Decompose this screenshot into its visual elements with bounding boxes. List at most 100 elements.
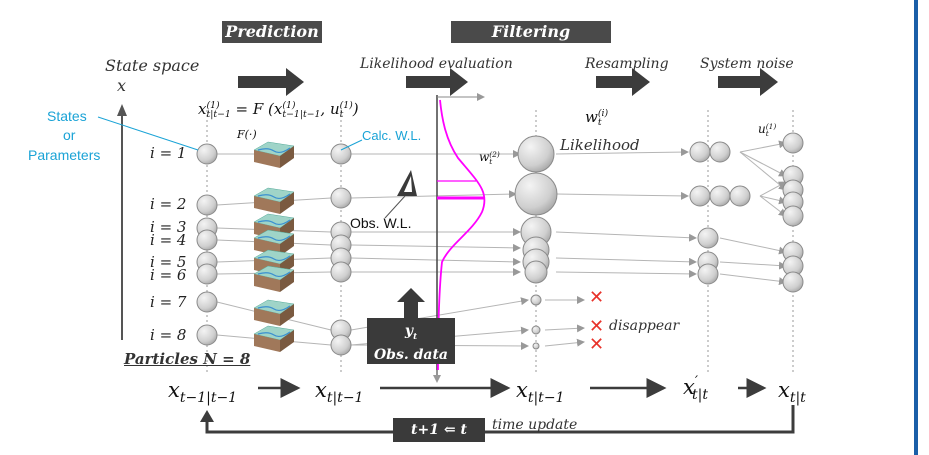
- particle: [782, 132, 804, 154]
- w2-w: w: [479, 150, 490, 164]
- particle-label-3: i = 3: [150, 218, 187, 236]
- calc-wl-label: Calc. W.L.: [362, 128, 422, 143]
- eq-arg2-sub: t: [339, 109, 344, 120]
- particle: [196, 194, 218, 216]
- states-label: States: [47, 108, 87, 124]
- particle: [532, 342, 540, 350]
- particles-col5: [782, 132, 804, 293]
- time-step-box: t+1 ⇐ t: [393, 418, 485, 442]
- eq-arg2: u: [329, 100, 340, 118]
- particle: [196, 229, 218, 251]
- weight-2-label: w (2) t: [479, 150, 500, 165]
- particle: [530, 294, 542, 306]
- particle: [689, 141, 711, 163]
- particle-label-5: i = 5: [150, 253, 187, 271]
- particle: [517, 135, 555, 173]
- map-terrain-icon: [253, 141, 295, 352]
- eq-arg1: x: [273, 100, 283, 118]
- wi-w: w: [585, 108, 598, 126]
- system-noise-label: System noise: [700, 56, 794, 72]
- eq-arg2-sup: (1): [339, 100, 353, 111]
- state-predicted: xt|t−1: [315, 378, 364, 407]
- u-sup: (1): [765, 121, 777, 131]
- particle: [697, 227, 719, 249]
- particle: [729, 185, 751, 207]
- particle: [709, 185, 731, 207]
- particle: [196, 324, 218, 346]
- x-mark-icon: ✕: [589, 334, 605, 355]
- time-update-label: time update: [492, 417, 578, 433]
- x-mark-icon: ✕: [589, 287, 605, 308]
- disappear-label: disappear: [609, 318, 680, 334]
- particle: [524, 260, 548, 284]
- particle: [196, 291, 218, 313]
- likelihood-evaluation-label: Likelihood evaluation: [360, 56, 513, 72]
- particle: [531, 325, 541, 335]
- stage-arrows: [238, 68, 778, 96]
- particle-label-7: i = 7: [150, 293, 187, 311]
- observation-sensor-icon: [384, 170, 417, 219]
- particle: [330, 143, 352, 165]
- states-pointer: [97, 116, 199, 151]
- state-resampled: x′t|t: [683, 374, 708, 404]
- particle: [330, 261, 352, 283]
- or-label: or: [63, 127, 76, 143]
- eq-equals: = F (: [230, 100, 274, 118]
- particle: [697, 263, 719, 285]
- particles-col3: [514, 135, 558, 350]
- noise-label: u (1) t: [758, 122, 776, 137]
- obs-y: yt: [404, 323, 418, 342]
- particle: [196, 143, 218, 165]
- obs-up-arrow: [397, 288, 425, 318]
- particle: [689, 185, 711, 207]
- w2-sup: (2): [489, 149, 500, 159]
- time-update-arrowhead: [200, 410, 214, 422]
- eq-comma: ,: [320, 100, 330, 118]
- particles-col4: [689, 141, 751, 285]
- particle: [782, 205, 804, 227]
- state-weighted: xt|t−1: [516, 378, 565, 407]
- state-space-label: State space: [105, 56, 200, 75]
- particle-label-2: i = 2: [150, 195, 187, 213]
- likelihood-curve: [437, 99, 486, 371]
- eq-lhs-sup: (1): [206, 100, 220, 111]
- x-mark-icon: ✕: [589, 316, 605, 337]
- particle: [330, 187, 352, 209]
- u-u: u: [758, 122, 766, 136]
- time-update-loop: [205, 405, 795, 434]
- particle-label-4: i = 4: [150, 231, 187, 249]
- weight-i-label: w (i) t: [585, 108, 608, 127]
- u-sub: t: [765, 128, 769, 138]
- axis-x-label: x: [117, 76, 127, 95]
- obs-data-text: Obs. data: [373, 346, 448, 363]
- parameters-label: Parameters: [28, 147, 101, 163]
- calc-wl-pointer: [340, 139, 363, 151]
- particle: [330, 334, 352, 356]
- prediction-equation: x (1) t|t−1 = F (x (1) t−1|t−1, u (1) t): [198, 100, 359, 119]
- state-filtered: xt|t: [778, 378, 806, 407]
- particle: [196, 263, 218, 285]
- particle: [709, 141, 731, 163]
- wi-sub: t: [597, 117, 602, 128]
- resampling-label: Resampling: [585, 56, 669, 72]
- particles-col1: [196, 143, 218, 346]
- prediction-header: Prediction: [222, 21, 322, 43]
- particles-col2: [330, 143, 352, 356]
- obs-data-box: yt Obs. data: [367, 318, 455, 364]
- particle: [514, 172, 558, 216]
- filtering-header: Filtering: [451, 21, 611, 43]
- w2-sub: t: [489, 156, 493, 166]
- particle-label-8: i = 8: [150, 326, 187, 344]
- wi-sup: (i): [597, 108, 609, 119]
- eq-close: ): [352, 100, 359, 118]
- state-axis-arrowhead: [117, 104, 127, 116]
- particle-label-6: i = 6: [150, 266, 187, 284]
- right-border: [914, 0, 918, 455]
- eq-arg1-sub: t−1|t−1: [282, 109, 321, 120]
- state-prev-filtered: xt−1|t−1: [168, 378, 238, 407]
- likelihood-label: Likelihood: [560, 136, 640, 154]
- obs-wl-label: Obs. W.L.: [350, 215, 412, 231]
- f-label: F(·): [237, 128, 257, 141]
